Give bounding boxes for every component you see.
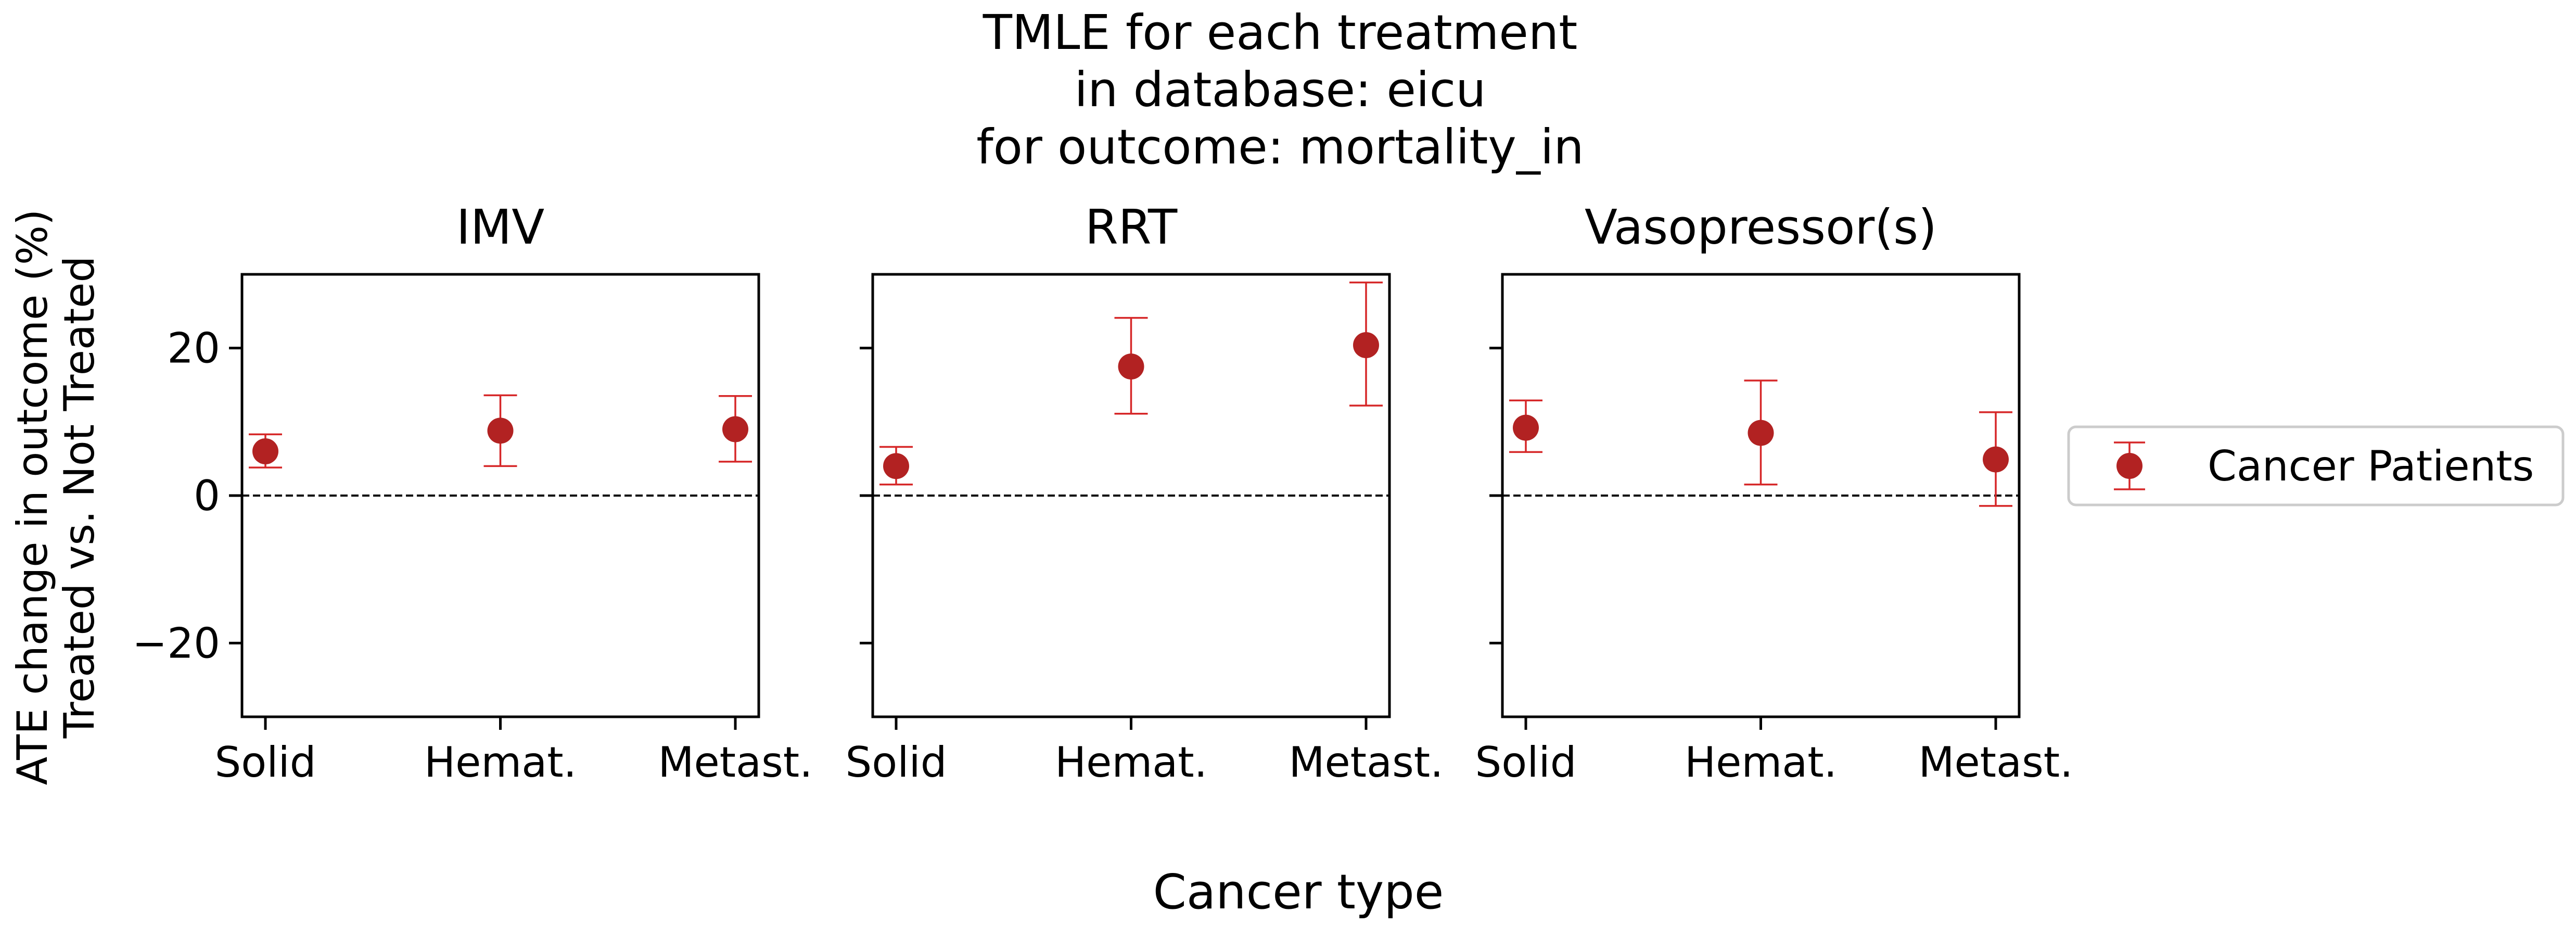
x-tick-label: Solid [846, 738, 947, 787]
legend: Cancer Patients [2067, 425, 2565, 507]
data-point [1983, 446, 2009, 473]
data-point [1748, 420, 1774, 446]
legend-entry: Cancer Patients [2114, 441, 2534, 490]
x-tick-label: Metast. [1289, 738, 1443, 787]
x-tick-label: Solid [1475, 738, 1577, 787]
y-tick-label: 20 [167, 324, 220, 373]
title-line-3: for outcome: mortality_in [976, 119, 1584, 175]
panel-frame [240, 273, 760, 718]
data-point [722, 416, 748, 442]
title-line-2: in database: eicu [1075, 62, 1486, 118]
x-tick-label: Hemat. [424, 738, 577, 787]
panel-title: RRT [1085, 199, 1178, 255]
data-point [487, 417, 514, 444]
panel-rrt: RRT Solid Hemat. Metast. [846, 199, 1444, 787]
legend-box [2067, 425, 2565, 507]
y-axis-label: ATE change in outcome (%) Treated vs. No… [8, 209, 104, 786]
figure-title: TMLE for each treatment in database: eic… [976, 5, 1584, 175]
x-tick-label: Hemat. [1685, 738, 1837, 787]
panel-frame [1501, 273, 2021, 718]
data-point [883, 453, 909, 479]
panel-imv: IMV −20 0 20 Solid Hemat. Metast. [132, 199, 812, 787]
y-axis-label-line-1: ATE change in outcome (%) [8, 209, 57, 786]
data-point [1513, 414, 1539, 441]
data-point [1353, 332, 1379, 358]
y-axis-label-line-2: Treated vs. Not Treated [55, 256, 104, 739]
title-line-1: TMLE for each treatment [983, 5, 1578, 60]
data-point [1118, 353, 1144, 380]
legend-marker [2116, 453, 2143, 479]
x-tick-label: Solid [215, 738, 316, 787]
x-axis-label: Cancer type [1153, 864, 1444, 920]
x-tick-label: Metast. [1918, 738, 2073, 787]
x-tick-label: Hemat. [1055, 738, 1207, 787]
data-point [252, 438, 278, 464]
panel-vasopressor-s: Vasopressor(s) Solid Hemat. Metast. [1475, 199, 2073, 787]
y-tick-label: 0 [194, 472, 220, 520]
y-tick-label: −20 [132, 619, 220, 667]
x-tick-label: Metast. [658, 738, 812, 787]
panel-title: IMV [456, 199, 545, 255]
panels: IMV −20 0 20 Solid Hemat. Metast. RRT Solid Hemat… [132, 199, 2073, 787]
legend-label: Cancer Patients [2208, 442, 2534, 490]
panel-title: Vasopressor(s) [1585, 199, 1937, 255]
panel-frame [871, 273, 1391, 718]
